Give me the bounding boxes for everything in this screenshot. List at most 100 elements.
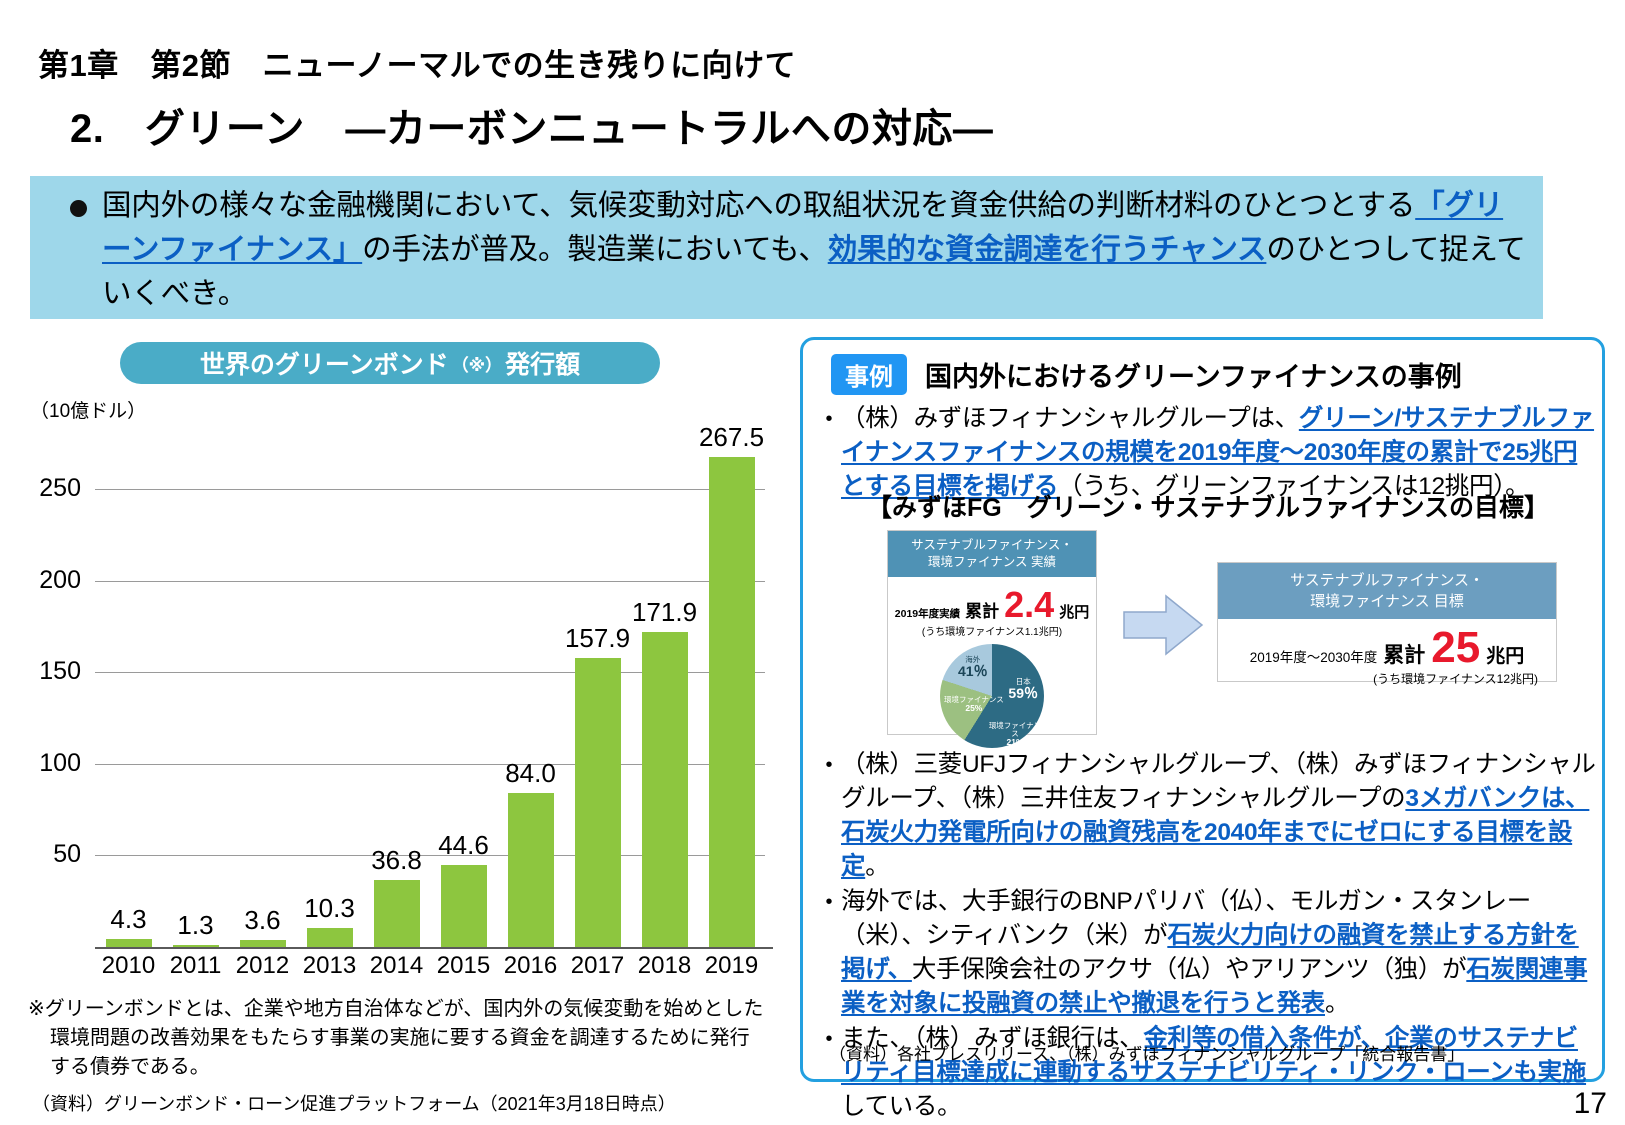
chart-source: （資料）グリーンボンド・ローン促進プラットフォーム（2021年3月18日時点） — [32, 1094, 676, 1114]
mizuho-actual-unit: 兆円 — [1059, 604, 1090, 621]
chart-bar-value-label: 44.6 — [438, 830, 489, 861]
x-axis-tick-label: 2019 — [704, 952, 759, 979]
case-bullet-bottom-1-seg-4: 。 — [1325, 990, 1350, 1017]
chart-gridline — [95, 855, 765, 857]
chart-bar-slot[interactable]: 36.8 — [363, 434, 430, 947]
mizuho-diagram-heading: 【みずほFG グリーン・サステナブルファイナンスの目標】 — [867, 494, 1549, 522]
pie-label-env-finance-21: 環境ファイナンス 21% — [988, 721, 1042, 747]
chart-footnote-line3: する債券である。 — [50, 1056, 210, 1078]
mizuho-actual-period: 2019年度実績 — [894, 608, 961, 620]
case-bullet-bottom-1-seg-1: 石炭火力向けの融資を禁止する方針を掲げ、 — [841, 922, 1579, 983]
chart-title-note: （※） — [451, 355, 503, 375]
bullet-dot-icon — [70, 200, 87, 217]
chart-bar-slot[interactable]: 267.5 — [698, 422, 765, 947]
mizuho-actual-kei-label: 累計 — [965, 602, 1000, 621]
mizuho-target-header-line2: 環境ファイナンス 目標 — [1310, 593, 1464, 610]
page-number: 17 — [1573, 1087, 1607, 1120]
chart-title-main-2: 発行額 — [505, 351, 581, 379]
chart-bar-slot[interactable]: 10.3 — [296, 434, 363, 947]
case-bullet-top-0-seg-0: （株）みずほフィナンシャルグループは、 — [841, 405, 1299, 432]
x-axis-tick-label: 2011 — [169, 952, 222, 979]
x-axis-tick-label: 2015 — [436, 952, 491, 979]
chart-bar-slot[interactable]: 1.3 — [162, 434, 229, 947]
chart-bar-value-label: 4.3 — [110, 904, 147, 935]
x-axis-tick-label: 2017 — [570, 952, 625, 979]
chart-title-badge: 世界のグリーンボンド （※） 発行額 — [120, 342, 660, 384]
x-axis-tick-label: 2012 — [235, 952, 290, 979]
chart-bar-value-label: 10.3 — [304, 893, 355, 924]
case-bullet-top-0-seg-1: グリーン/サステナブルファイナンスファイナンスの規模を2019年度～2030年度… — [841, 405, 1595, 500]
mizuho-actual-header-line2: 環境ファイナンス 実績 — [928, 555, 1056, 569]
green-bond-chart-panel: 世界のグリーンボンド （※） 発行額 （10億ドル） 50 100 150 200 25… — [0, 330, 800, 1125]
chart-bar-slot[interactable]: 3.6 — [229, 434, 296, 947]
case-bullet-bottom-1-seg-2: 大手保険会社のアクサ（仏）やアリアンツ（独）が — [911, 956, 1467, 983]
chart-bar[interactable] — [574, 657, 621, 947]
mizuho-target-period: 2019年度～2030年度 — [1249, 650, 1378, 665]
x-axis-tick-label: 2018 — [637, 952, 692, 979]
mizuho-actual-value: 2.4 — [1004, 584, 1055, 625]
mizuho-pie-chart: 日本 59％ 海外 41％ 環境ファイナンス 25% 環境ファイナンス — [940, 644, 1044, 748]
chart-bar[interactable] — [172, 944, 219, 947]
chart-bar-slot[interactable]: 4.3 — [95, 434, 162, 947]
y-axis-tick-label: 150 — [39, 657, 81, 686]
mizuho-target-card-header: サステナブルファイナンス・ 環境ファイナンス 目標 — [1218, 563, 1556, 619]
mizuho-target-amount: 2019年度～2030年度 累計 25 兆円 — [1218, 623, 1556, 672]
case-bullet-bottom-2-seg-1: 金利等の借入条件が、企業のサステナビリティ目標達成に連動するサステナビリティ・リ… — [841, 1025, 1587, 1086]
chart-bar[interactable] — [708, 456, 755, 947]
case-bullet-top-0-seg-2: （うち、グリーンファイナンスは12挑円）。 — [1058, 473, 1530, 500]
case-bullet-bottom-0-seg-0: （株）三菱UFJフィナンシャルグループ、（株）みずほフィナンシャルグループ、（株… — [841, 751, 1596, 812]
case-bullet-bottom-2-seg-2: している。 — [841, 1093, 962, 1120]
case-bullet-bottom-item: • 海外では、大手銀行のBNPパリバ（仏）、モルガン・スタンレー（米）、シティバン… — [817, 885, 1599, 1021]
arrow-right-icon — [1122, 592, 1204, 658]
x-axis-labels: 2010 2011 2012 2013 2014 2015 2016 2017 2018 2019 — [95, 952, 765, 980]
chart-bar-slot[interactable]: 84.0 — [497, 434, 564, 947]
chart-bar[interactable] — [507, 793, 554, 947]
banner-text-seg-2: の手法が普及。製造業においても、 — [362, 233, 828, 266]
chart-bar[interactable] — [105, 939, 152, 947]
bullet-dot-icon: • — [825, 1028, 833, 1050]
y-axis-tick-label: 50 — [53, 840, 81, 869]
chart-footnote: ※グリーンボンドとは、企業や地方自治体などが、国内外の気候変動を始めとした 環境… — [28, 995, 788, 1082]
x-axis-line — [95, 947, 773, 949]
banner-text-seg-1: 「グリーンファイナンス」 — [102, 189, 1504, 266]
chart-bar[interactable] — [373, 879, 420, 947]
chart-bar[interactable] — [306, 928, 353, 947]
case-bullet-bottom-item-text: また、（株）みずほ銀行は、金利等の借入条件が、企業のサステナビリティ目標達成に連… — [841, 1022, 1599, 1124]
mizuho-actual-sub: (うち環境ファイナンス1.1兆円) — [921, 627, 1063, 638]
chart-plot-area: 50 100 150 200 250 — [39, 434, 765, 947]
mizuho-actual-card-header: サステナブルファイナンス・ 環境ファイナンス 実績 — [888, 531, 1096, 577]
chart-gridline — [95, 763, 765, 765]
chart-bar-slot[interactable]: 44.6 — [430, 434, 497, 947]
mizuho-diagram: 【みずほFG グリーン・サステナブルファイナンスの目標】 サステナブルファイナン… — [817, 488, 1599, 748]
banner-text-seg-3: 効果的な資金調達を行うチャンス — [827, 233, 1267, 266]
mizuho-target-value: 25 — [1431, 623, 1481, 672]
page-title: 2. グリーン ―カーボンニュートラルへの対応― — [70, 107, 994, 151]
mizuho-target-header-line1: サステナブルファイナンス・ — [1289, 572, 1485, 589]
summary-banner-text: 国内外の様々な金融機関において、気候変動対応への取組状況を資金供給の判断材料のひ… — [102, 184, 1531, 316]
chapter-heading: 第1章 第2節 ニューノーマルでの生き残りに向けて — [38, 48, 797, 83]
pie-label-japan: 日本 59％ — [1008, 677, 1038, 701]
case-bullet-top-item: • （株）みずほフィナンシャルグループは、グリーン/サステナブルファイナンスファイ… — [817, 402, 1599, 504]
case-bullet-bottom-0-seg-2: 。 — [865, 853, 890, 880]
mizuho-diagram-row: サステナブルファイナンス・ 環境ファイナンス 実績 2019年度実績 累計 2.… — [817, 530, 1599, 748]
chart-bar[interactable] — [641, 632, 688, 947]
case-bullet-top-item-text: （株）みずほフィナンシャルグループは、グリーン/サステナブルファイナンスファイナ… — [841, 402, 1599, 504]
chart-bar-slot[interactable]: 157.9 — [564, 434, 631, 947]
case-bullet-bottom-2-seg-0: また、（株）みずほ銀行は、 — [841, 1025, 1144, 1052]
chart-bar[interactable] — [239, 940, 286, 947]
mizuho-actual-card: サステナブルファイナンス・ 環境ファイナンス 実績 2019年度実績 累計 2.… — [887, 530, 1097, 748]
chart-bar-slot[interactable]: 171.9 — [631, 434, 698, 947]
case-tag-badge: 事例 — [831, 354, 907, 395]
case-title: 国内外におけるグリーンファイナンスの事例 — [925, 362, 1462, 392]
pie-icon — [940, 644, 1044, 748]
mizuho-target-unit: 兆円 — [1486, 646, 1525, 667]
chart-footnote-line1: ※グリーンボンドとは、企業や地方自治体などが、国内外の気候変動を始めとした — [28, 998, 764, 1020]
y-axis-tick-label: 200 — [39, 565, 81, 594]
case-bullet-bottom-1-seg-3: 石炭関連事業を対象に投融資の禁止や撤退を行うと発表 — [841, 956, 1588, 1017]
chart-bar[interactable] — [440, 865, 487, 947]
case-bullet-bottom-0-seg-1: 3メガバンクは、石炭火力発電所向けの融資残高を2040年までにゼロにする目標を設… — [841, 785, 1590, 880]
chart-footnote-line2: 環境問題の改善効果をもたらす事業の実施に要する資金を調達するために発行 — [50, 1027, 750, 1049]
chart-bar-value-label: 84.0 — [505, 758, 556, 789]
case-bullets-top: • （株）みずほフィナンシャルグループは、グリーン/サステナブルファイナンスファイ… — [817, 402, 1599, 505]
